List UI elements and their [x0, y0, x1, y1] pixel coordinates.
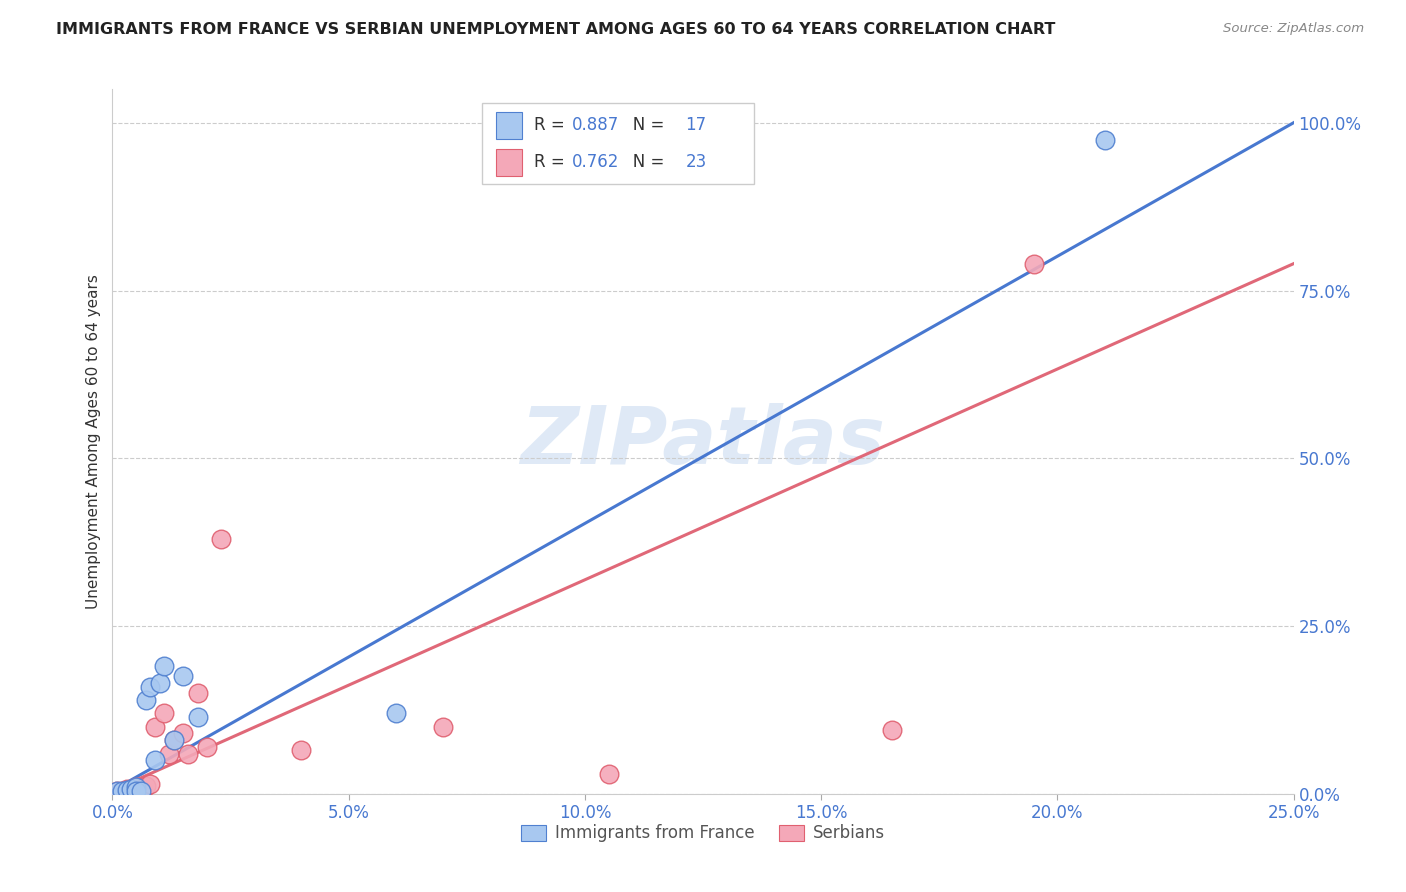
Text: N =: N =	[617, 153, 669, 171]
Point	[195, 739, 218, 754]
Point	[1094, 132, 1116, 146]
Point	[125, 780, 148, 794]
Text: N =: N =	[617, 116, 669, 134]
Point	[153, 659, 176, 673]
Y-axis label: Unemployment Among Ages 60 to 64 years: Unemployment Among Ages 60 to 64 years	[86, 274, 101, 609]
Point	[111, 783, 134, 797]
Point	[115, 782, 138, 797]
Point	[598, 766, 620, 780]
Point	[111, 783, 134, 797]
Point	[125, 783, 148, 797]
Point	[163, 733, 186, 747]
Legend: Immigrants from France, Serbians: Immigrants from France, Serbians	[515, 818, 891, 849]
Point	[139, 680, 162, 694]
Point	[290, 743, 312, 757]
Text: R =: R =	[534, 116, 569, 134]
Text: 17: 17	[685, 116, 706, 134]
Text: ZIPatlas: ZIPatlas	[520, 402, 886, 481]
Point	[115, 781, 138, 796]
Point	[129, 783, 152, 797]
Point	[177, 747, 200, 761]
Point	[880, 723, 903, 738]
Point	[129, 783, 152, 797]
Point	[105, 783, 128, 797]
Text: 23: 23	[685, 153, 707, 171]
Point	[143, 720, 166, 734]
Point	[135, 693, 157, 707]
Point	[120, 783, 142, 797]
Point	[172, 669, 194, 683]
Point	[1022, 257, 1045, 271]
Point	[432, 720, 454, 734]
Point	[385, 706, 408, 721]
Point	[163, 733, 186, 747]
Point	[139, 777, 162, 791]
Point	[153, 706, 176, 721]
Text: R =: R =	[534, 153, 569, 171]
Text: 0.887: 0.887	[572, 116, 619, 134]
Point	[186, 709, 208, 723]
Point	[125, 780, 148, 794]
Text: IMMIGRANTS FROM FRANCE VS SERBIAN UNEMPLOYMENT AMONG AGES 60 TO 64 YEARS CORRELA: IMMIGRANTS FROM FRANCE VS SERBIAN UNEMPL…	[56, 22, 1056, 37]
Point	[186, 686, 208, 700]
Point	[143, 753, 166, 767]
Point	[120, 781, 142, 796]
Text: 0.762: 0.762	[572, 153, 619, 171]
Point	[157, 747, 180, 761]
Point	[172, 726, 194, 740]
Point	[135, 779, 157, 793]
Text: Source: ZipAtlas.com: Source: ZipAtlas.com	[1223, 22, 1364, 36]
Point	[149, 676, 172, 690]
Point	[115, 783, 138, 797]
Point	[209, 532, 232, 546]
Bar	[496, 112, 522, 138]
Point	[105, 783, 128, 797]
Bar	[496, 149, 522, 176]
FancyBboxPatch shape	[482, 103, 754, 185]
